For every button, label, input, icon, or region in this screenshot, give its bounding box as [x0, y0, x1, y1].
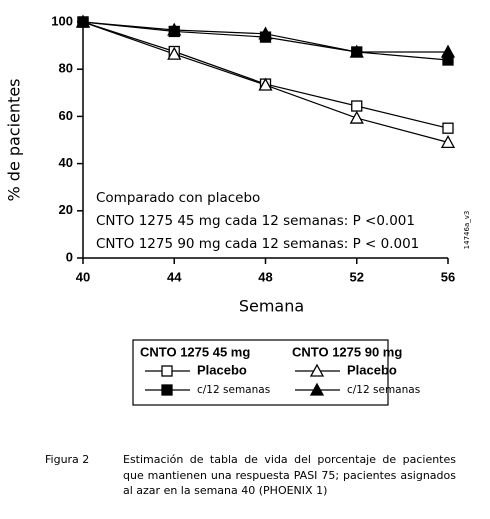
caption-label: Figura 2: [45, 453, 90, 466]
y-tick-label: 60: [59, 108, 73, 123]
point: [440, 44, 456, 58]
y-tick-label: 20: [59, 202, 73, 217]
annotation: Comparado con placebo: [96, 190, 260, 206]
y-axis-label: % de pacientes: [5, 78, 24, 201]
point: [75, 14, 91, 28]
x-axis-label: Semana: [239, 297, 304, 316]
legend-marker: [309, 382, 325, 396]
y-tick-label: 100: [51, 13, 73, 28]
legend-marker: [161, 365, 173, 377]
legend-label: Placebo: [347, 362, 397, 377]
y-tick-label: 80: [59, 61, 73, 76]
point: [442, 122, 454, 134]
legend-box: [132, 339, 389, 406]
side-note: 14746a_v3: [463, 211, 471, 250]
legend-label: Placebo: [197, 362, 247, 377]
y-tick-label: 40: [59, 155, 73, 170]
point: [440, 135, 456, 149]
point: [258, 77, 273, 91]
legend-marker: [161, 384, 173, 396]
x-tick-label: 44: [167, 269, 182, 284]
legend-group-title: CNTO 1275 90 mg: [292, 344, 402, 359]
annotation: CNTO 1275 90 mg cada 12 semanas: P < 0.0…: [96, 236, 419, 252]
y-tick-label: 0: [66, 249, 73, 264]
legend-label: c/12 semanas: [197, 384, 270, 396]
point: [349, 110, 364, 124]
legend-group-title: CNTO 1275 45 mg: [140, 344, 250, 359]
x-tick-label: 48: [258, 269, 272, 284]
point: [258, 26, 273, 40]
x-tick-label: 40: [76, 269, 90, 284]
caption-text: Estimación de tabla de vida del porcenta…: [123, 453, 456, 497]
x-tick-label: 56: [441, 269, 455, 284]
annotation: CNTO 1275 45 mg cada 12 semanas: P <0.00…: [96, 213, 415, 229]
x-tick-label: 52: [350, 269, 364, 284]
legend-label: c/12 semanas: [347, 384, 420, 396]
legend-marker: [309, 363, 325, 377]
point: [349, 44, 364, 58]
point: [351, 100, 363, 112]
point: [167, 22, 182, 36]
point: [167, 46, 182, 60]
chart: 0 20 40 60 80 100 40 44 48 52 56 % de pacientes Sema…: [5, 13, 471, 406]
